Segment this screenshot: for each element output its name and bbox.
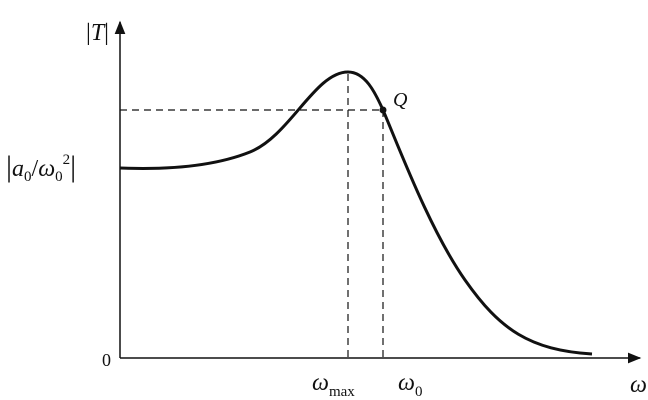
bar: | [6, 150, 12, 183]
x-axis-label: ω [630, 372, 647, 398]
symbol: ω [38, 156, 55, 182]
symbol: a [12, 156, 24, 182]
peak-label: ωmax [312, 370, 355, 400]
response-curve [119, 70, 593, 356]
resonance-label: ω0 [398, 370, 422, 400]
bar: | [86, 20, 91, 46]
y-axis-label: |T| [86, 20, 109, 46]
point-label: Q [393, 89, 408, 111]
subscript: 0 [415, 384, 423, 400]
subscript: max [329, 384, 355, 400]
superscript: 2 [63, 152, 71, 168]
y-level-label: |a0/ω02| [6, 150, 76, 185]
symbol: T [91, 20, 106, 46]
subscript: 0 [24, 169, 32, 185]
bar: | [104, 20, 109, 46]
point-q [379, 106, 387, 114]
bar: | [70, 150, 76, 183]
subscript: 0 [55, 169, 63, 185]
origin-label: 0 [102, 350, 111, 370]
symbol: ω [312, 370, 329, 396]
symbol: ω [398, 370, 415, 396]
slash: / [32, 156, 39, 182]
